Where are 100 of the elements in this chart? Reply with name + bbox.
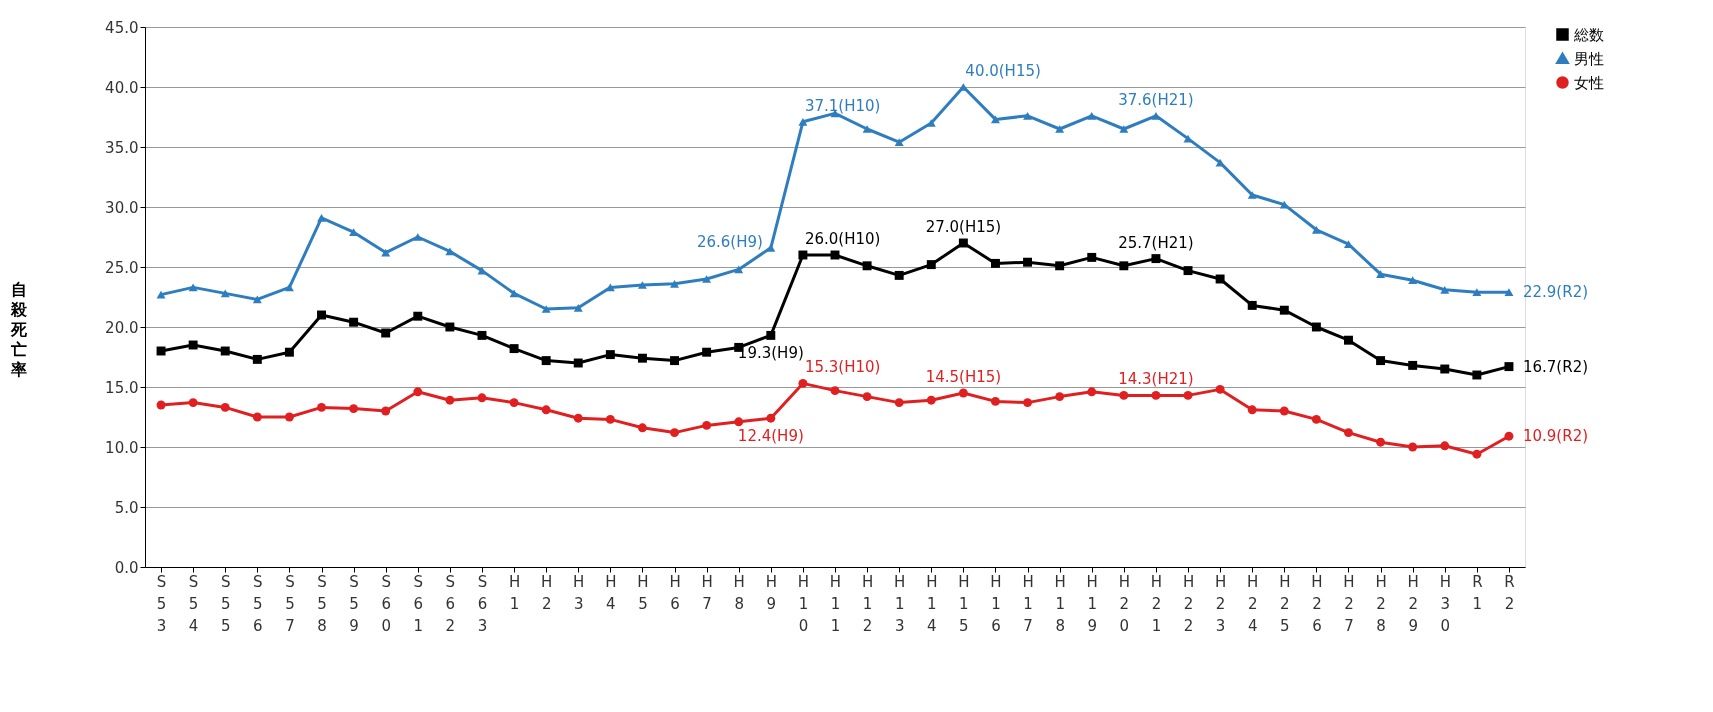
y-tick-label: 20.0 [105, 318, 139, 337]
x-tick-label: S58 [317, 572, 327, 635]
annotation: 37.6(H21) [1118, 90, 1194, 109]
y-tick-label: 40.0 [105, 78, 139, 97]
x-tick-label: H8 [733, 572, 745, 613]
point [188, 340, 198, 350]
point [541, 405, 551, 415]
point [1440, 364, 1450, 374]
legend-label: 総数 [1573, 25, 1604, 44]
annotation: 12.4(H9) [737, 427, 804, 446]
point [445, 395, 455, 405]
point [1087, 111, 1097, 120]
x-tick-label: H15 [958, 572, 970, 635]
point [1504, 288, 1514, 297]
x-tick-label: H3 [573, 572, 585, 613]
x-tick-label: H18 [1054, 572, 1066, 635]
point [1151, 254, 1161, 264]
point [1215, 274, 1225, 284]
point [445, 247, 455, 256]
point [605, 283, 615, 292]
point [1311, 414, 1321, 424]
x-tick-label: H23 [1214, 572, 1227, 635]
point [702, 420, 712, 430]
point [1408, 360, 1418, 370]
point [1472, 449, 1482, 459]
point [317, 402, 326, 412]
point [1055, 125, 1065, 133]
x-tick-label: H30 [1439, 572, 1451, 635]
x-tick-label: H27 [1343, 572, 1355, 635]
annotation: 14.5(H15) [925, 368, 1002, 386]
x-tick-label: H14 [926, 572, 938, 635]
point [445, 322, 455, 332]
point [1344, 428, 1353, 438]
annotation: 27.0(H15) [925, 218, 1002, 236]
x-tick-label: R1 [1472, 572, 1483, 613]
point [1376, 270, 1386, 279]
point [798, 378, 808, 388]
point [798, 250, 808, 260]
x-tick-label: S62 [445, 572, 456, 635]
point [605, 350, 615, 360]
point [317, 213, 326, 222]
point [509, 398, 519, 408]
point [926, 119, 936, 127]
point [1247, 405, 1257, 415]
point [284, 412, 294, 422]
point [1472, 288, 1482, 297]
annotation: 25.7(H21) [1118, 233, 1194, 252]
point [1247, 300, 1257, 310]
y-tick-label: 25.0 [105, 258, 139, 277]
point [1055, 392, 1065, 402]
y-tick-label: 0.0 [114, 558, 139, 577]
x-tick-label: H12 [861, 572, 874, 635]
y-tick-label: 45.0 [105, 18, 139, 37]
point [1119, 390, 1129, 400]
point [573, 303, 583, 312]
point [926, 395, 936, 405]
point [220, 402, 230, 412]
point [734, 265, 744, 274]
annotation: 19.3(H9) [737, 344, 804, 363]
annotation: 16.7(R2) [1522, 357, 1589, 376]
point [573, 358, 583, 368]
point [670, 356, 680, 366]
x-tick-label: H1 [508, 572, 521, 613]
point [670, 279, 680, 288]
x-tick-label: H26 [1311, 572, 1323, 635]
point [605, 414, 615, 424]
point [894, 270, 904, 280]
point [1440, 441, 1450, 451]
point [1311, 225, 1321, 234]
y-tick-label: 30.0 [105, 198, 139, 217]
point [252, 295, 262, 304]
point [1119, 125, 1129, 133]
point [220, 346, 230, 356]
x-tick-label: H10 [797, 572, 810, 635]
point [637, 281, 647, 289]
x-tick-label: H24 [1247, 572, 1259, 635]
point [541, 305, 551, 313]
point [413, 387, 423, 397]
point [252, 412, 262, 422]
point [1247, 191, 1257, 199]
point [702, 275, 712, 283]
point [637, 353, 647, 363]
point [317, 310, 326, 320]
point [1183, 266, 1193, 276]
point [1311, 322, 1321, 332]
x-tick-label: H20 [1118, 572, 1130, 635]
x-tick-label: S55 [220, 572, 231, 635]
x-tick-label: H28 [1375, 572, 1387, 635]
point [156, 400, 166, 410]
point [573, 413, 583, 423]
point [1183, 390, 1193, 400]
annotation: 15.3(H10) [804, 358, 881, 377]
point [188, 283, 198, 292]
point [670, 428, 680, 438]
point [1023, 257, 1033, 267]
x-tick-label: R2 [1504, 572, 1515, 613]
point [509, 289, 519, 298]
y-tick-label: 15.0 [105, 378, 139, 397]
x-tick-label: H2 [541, 572, 553, 613]
point [798, 117, 808, 126]
